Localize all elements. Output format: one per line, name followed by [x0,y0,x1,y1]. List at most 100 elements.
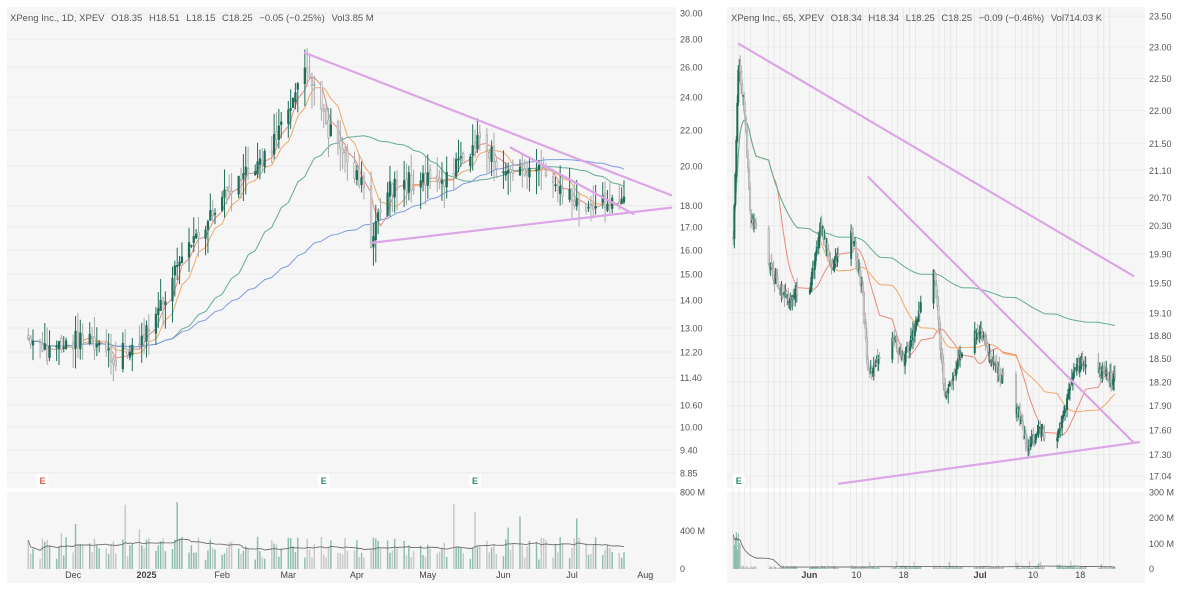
daily-volume-tick-labels: 800 M 400 M 0 [680,488,705,575]
daily-vol-value: 3.85 M [345,13,374,24]
candle-body [79,332,82,350]
candle-body [908,346,911,351]
volume-bar [271,540,273,569]
volume-bar [1001,566,1003,569]
volume-bar [837,568,839,569]
price-tick-label: 17.00 [680,223,703,233]
volume-bar [948,561,950,569]
candle-body [932,270,935,304]
daily-volume-pane[interactable] [7,492,676,569]
volume-bar [58,546,60,569]
earnings-marker[interactable] [317,474,330,487]
volume-bar [941,568,943,569]
candle-body [815,246,818,254]
volume-bar [873,566,875,569]
volume-bar [162,538,164,569]
earnings-marker[interactable] [469,474,482,487]
volume-bar [242,550,245,569]
trendline[interactable] [737,42,1135,277]
daily-chart: E E E 30.00 28.00 26.00 24.00 22.00 20.00 18.00 1… [7,7,721,583]
daily-trendlines[interactable] [303,51,673,244]
intraday-trendlines[interactable] [737,42,1141,485]
volume-bar [748,568,750,569]
candle-body [426,172,429,186]
candle-body [743,97,746,112]
volume-bar [835,568,838,569]
volume-bar [995,565,997,569]
volume-bar [946,566,948,569]
candle-body [998,365,1001,377]
candle-body [306,67,309,73]
candle-body [1058,430,1061,433]
volume-bar [1018,567,1020,569]
candle-body [955,369,958,376]
trendline[interactable] [867,176,1135,444]
volume-bar [568,558,571,569]
volume-bar [791,566,793,569]
candle-body [277,125,280,140]
volume-bar [60,532,63,569]
volume-bar [1038,567,1041,569]
candle-body [913,331,916,337]
trendline[interactable] [303,51,673,197]
volume-bar [197,537,200,569]
volume-bar [396,548,398,569]
volume-bar [864,566,866,569]
volume-bar [951,566,953,569]
daily-high-value: 18.51 [156,13,180,24]
earnings-marker[interactable] [732,474,745,487]
volume-bar [906,567,908,569]
earnings-marker[interactable] [36,474,49,487]
volume-bar [462,553,464,569]
intraday-close-label: C [941,13,948,24]
volume-bar [781,566,784,569]
intraday-price-pane[interactable] [727,7,1145,488]
intraday-volume-pane[interactable] [727,492,1145,569]
volume-bar [429,548,431,569]
volume-bar [93,538,96,569]
volume-bar [737,533,739,569]
volume-bar [856,566,858,569]
trendline[interactable] [369,206,673,244]
volume-bar [1016,565,1018,569]
candle-body [865,337,868,358]
candle-body [242,173,245,180]
candle-body [905,347,908,354]
daily-legend: XPeng Inc., 1D, XPEV O18.35 H18.51 L18.1… [10,13,374,24]
volume-bar [832,566,835,569]
volume-bar [943,566,945,569]
volume-bar [289,538,292,569]
time-tick-label: Jun [801,570,817,580]
candle-body [490,146,493,162]
volume-bar [453,504,455,569]
price-tick-label: 30.00 [680,9,703,19]
candle-body [589,203,593,206]
volume-bar [939,566,942,569]
volume-bar [1073,567,1075,569]
volume-bar [181,537,183,569]
candle-body [570,188,574,201]
trendline[interactable] [509,146,635,216]
candle-body [459,156,463,159]
volume-bar [818,567,820,569]
candle-body [746,130,749,158]
volume-bar [773,566,776,569]
candle-body [853,241,856,244]
time-tick-label: 10 [1028,570,1038,580]
volume-bar [360,552,363,569]
volume-bar [408,545,410,569]
volume-bar [313,544,316,569]
price-tick-label: 21.50 [1149,139,1172,149]
candle-body [213,212,217,215]
candle-body [455,158,458,177]
volume-bar [754,565,756,569]
candle-body [280,121,283,125]
volume-bar [900,565,902,569]
volume-bar [1111,567,1113,569]
daily-price-pane[interactable] [7,7,676,488]
candle-body [622,196,626,203]
trendline[interactable] [837,441,1141,485]
volume-bar [1040,567,1043,569]
candle-body [303,67,306,84]
volume-bar [1099,567,1101,569]
